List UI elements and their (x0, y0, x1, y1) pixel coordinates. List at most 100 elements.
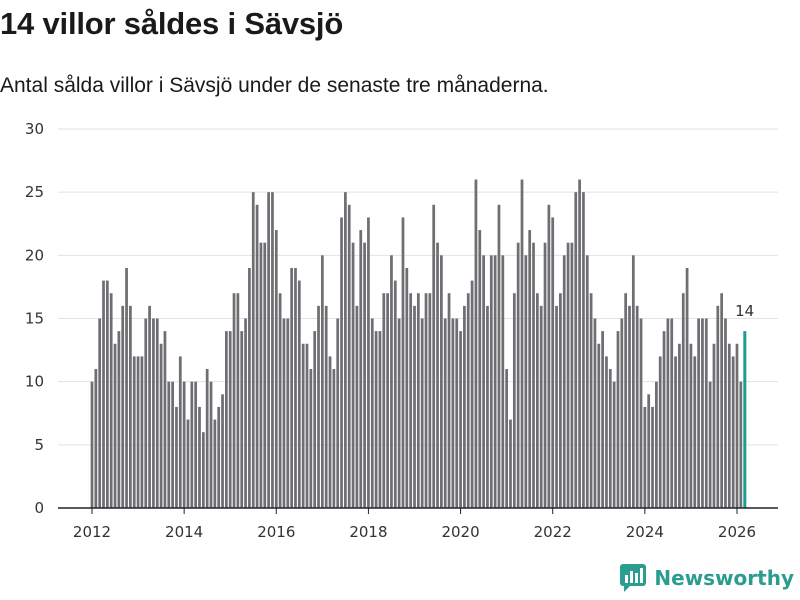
bar (186, 419, 190, 508)
bar (413, 305, 416, 508)
bar (455, 318, 459, 508)
bar (320, 255, 324, 508)
x-tick-label: 2026 (718, 523, 756, 541)
bar (178, 356, 182, 508)
bar (90, 381, 94, 508)
bar (624, 293, 628, 508)
bar (608, 369, 612, 508)
bar (332, 369, 336, 508)
bar (313, 331, 317, 508)
bar (493, 255, 497, 508)
bar (240, 331, 244, 508)
bar (616, 331, 620, 508)
bar (459, 331, 462, 508)
y-tick-label: 5 (34, 436, 44, 454)
bar (497, 204, 501, 509)
bar (140, 356, 144, 508)
bar (651, 406, 654, 508)
bar (205, 369, 209, 508)
bar (589, 293, 593, 508)
bar (559, 293, 562, 508)
bar (443, 318, 447, 508)
y-tick-label: 0 (34, 499, 44, 517)
bar (582, 192, 585, 509)
bar (635, 305, 639, 508)
bar (539, 305, 543, 508)
bar (482, 255, 485, 508)
bar (225, 331, 228, 508)
bar (132, 356, 136, 508)
bar (194, 381, 198, 508)
bar (355, 305, 359, 508)
bar (105, 280, 109, 508)
bar (566, 242, 570, 508)
bar (152, 318, 155, 508)
bar (98, 318, 102, 508)
bar (547, 204, 551, 509)
bar (708, 381, 712, 508)
bar (94, 369, 98, 508)
bar (359, 230, 363, 508)
bar (347, 204, 351, 509)
bar (190, 381, 194, 508)
bar (440, 255, 443, 508)
bar (136, 356, 140, 508)
bar (716, 305, 720, 508)
bar (271, 192, 274, 509)
bar (489, 255, 493, 508)
bar (463, 305, 466, 508)
bar (159, 343, 163, 508)
bar (328, 356, 332, 508)
y-tick-label: 15 (25, 310, 44, 328)
bar (612, 381, 616, 508)
bar (735, 343, 739, 508)
bar (670, 318, 674, 508)
bar (248, 267, 251, 508)
bar (305, 343, 309, 508)
bar (655, 381, 658, 508)
bar (175, 406, 178, 508)
bar (144, 318, 148, 508)
bar (532, 242, 535, 508)
bar (251, 192, 255, 509)
bar (148, 305, 151, 508)
brand: Newsworthy (620, 564, 794, 592)
chart-subtitle: Antal sålda villor i Sävsjö under de sen… (0, 74, 549, 97)
bar (113, 343, 117, 508)
bar (263, 242, 267, 508)
x-tick-label: 2024 (626, 523, 664, 541)
bar (543, 242, 547, 508)
bar (393, 280, 397, 508)
newsworthy-logo-icon (620, 564, 647, 592)
bar (182, 381, 186, 508)
bar (409, 293, 413, 508)
bar (228, 331, 232, 508)
bar (324, 305, 328, 508)
bar (520, 179, 524, 508)
bar (535, 293, 539, 508)
bar (551, 217, 555, 508)
bar (244, 318, 247, 508)
bar (685, 267, 689, 508)
bar (478, 230, 482, 508)
data-label: 14 (735, 302, 754, 320)
bar (662, 331, 666, 508)
bar (294, 267, 297, 508)
bar (102, 280, 105, 508)
bar (336, 318, 340, 508)
bar (727, 343, 731, 508)
bar (678, 343, 681, 508)
bar (605, 356, 608, 508)
bar (274, 230, 278, 508)
bar (697, 318, 700, 508)
bar-highlight (743, 331, 747, 508)
x-tick-label: 2014 (165, 523, 203, 541)
bar (639, 318, 643, 508)
bar (121, 305, 125, 508)
bar (109, 293, 113, 508)
bar (382, 293, 386, 508)
bar (524, 255, 528, 508)
x-tick-label: 2012 (73, 523, 111, 541)
bar (286, 318, 290, 508)
bar (601, 331, 604, 508)
